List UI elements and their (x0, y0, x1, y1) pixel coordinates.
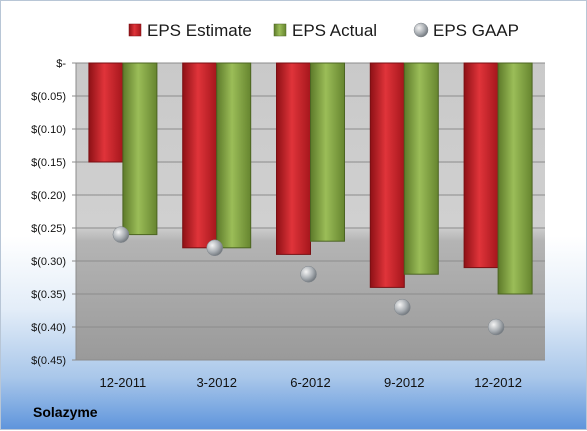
y-tick-label: $(0.40) (31, 322, 66, 334)
y-tick-label: $(0.15) (31, 157, 66, 169)
eps-estimate-bar (463, 62, 499, 269)
y-tick-label: $(0.25) (31, 223, 66, 235)
eps-actual-bar (497, 62, 533, 295)
y-tick-label: $(0.30) (31, 256, 66, 268)
legend-label: EPS GAAP (433, 21, 519, 40)
y-tick-label: $(0.20) (31, 190, 66, 202)
legend-label: EPS Estimate (147, 21, 252, 40)
y-tick-label: $(0.05) (31, 91, 66, 103)
eps-estimate-bar (182, 62, 218, 249)
legend-eps-actual-swatch (273, 23, 287, 37)
eps-actual-bar (122, 62, 158, 236)
y-tick-label: $(0.45) (31, 355, 66, 367)
eps-estimate-bar (88, 62, 124, 163)
x-tick-label: 6-2012 (290, 375, 330, 390)
legend-eps-gaap-swatch (413, 22, 429, 38)
x-tick-label: 12-2011 (100, 375, 147, 390)
eps-gaap-marker (300, 265, 317, 283)
y-tick-label: $(0.10) (31, 124, 66, 136)
x-tick-label: 12-2012 (474, 375, 522, 390)
eps-actual-bar (403, 62, 439, 275)
eps-gaap-marker (206, 239, 223, 257)
eps-estimate-bar (369, 62, 405, 288)
legend-label: EPS Actual (292, 21, 377, 40)
x-tick-label: 3-2012 (196, 375, 236, 390)
y-tick-label: $- (56, 58, 66, 70)
legend-eps-estimate-swatch (128, 23, 142, 37)
eps-estimate-bar (276, 62, 311, 255)
eps-actual-bar (216, 62, 252, 249)
company-label: Solazyme (33, 404, 98, 420)
eps-gaap-marker (112, 226, 130, 243)
eps-actual-bar (310, 62, 345, 242)
y-tick-label: $(0.35) (31, 289, 66, 301)
eps-gaap-marker (394, 298, 411, 316)
x-tick-label: 9-2012 (384, 375, 424, 390)
eps-gaap-marker (487, 318, 505, 336)
